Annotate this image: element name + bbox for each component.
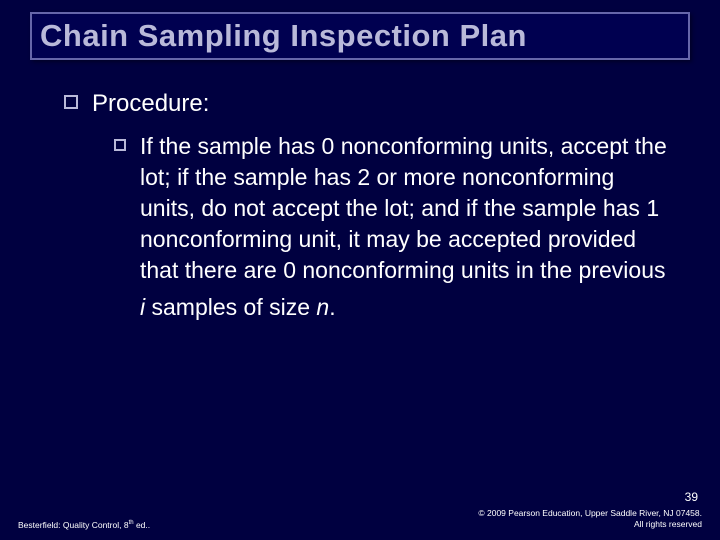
- slide: Chain Sampling Inspection Plan Procedure…: [0, 0, 720, 540]
- content-area: Procedure: If the sample has 0 nonconfor…: [24, 88, 696, 323]
- level2-body: If the sample has 0 nonconforming units,…: [140, 131, 668, 286]
- square-bullet-icon: [64, 95, 78, 109]
- level1-text: Procedure:: [92, 88, 209, 119]
- level2-continuation: i samples of size n.: [114, 292, 668, 323]
- slide-number: 39: [685, 490, 698, 504]
- footer-right-line1: © 2009 Pearson Education, Upper Saddle R…: [478, 508, 702, 518]
- cont-mid: samples of size: [145, 294, 316, 320]
- square-bullet-icon: [114, 139, 126, 151]
- bullet-level-1: Procedure:: [64, 88, 668, 119]
- bullet-level-2: If the sample has 0 nonconforming units,…: [114, 131, 668, 286]
- var-n: n: [316, 294, 329, 320]
- footer-left-b: ed..: [134, 520, 151, 530]
- footer-right-line2: All rights reserved: [634, 519, 702, 529]
- cont-end: .: [329, 294, 335, 320]
- footer-left-a: Besterfield: Quality Control, 8: [18, 520, 129, 530]
- level2-wrap: If the sample has 0 nonconforming units,…: [64, 131, 668, 323]
- title-box: Chain Sampling Inspection Plan: [30, 12, 690, 60]
- footer-left: Besterfield: Quality Control, 8th ed..: [18, 520, 150, 530]
- footer-right: © 2009 Pearson Education, Upper Saddle R…: [478, 508, 702, 530]
- slide-title: Chain Sampling Inspection Plan: [40, 18, 680, 54]
